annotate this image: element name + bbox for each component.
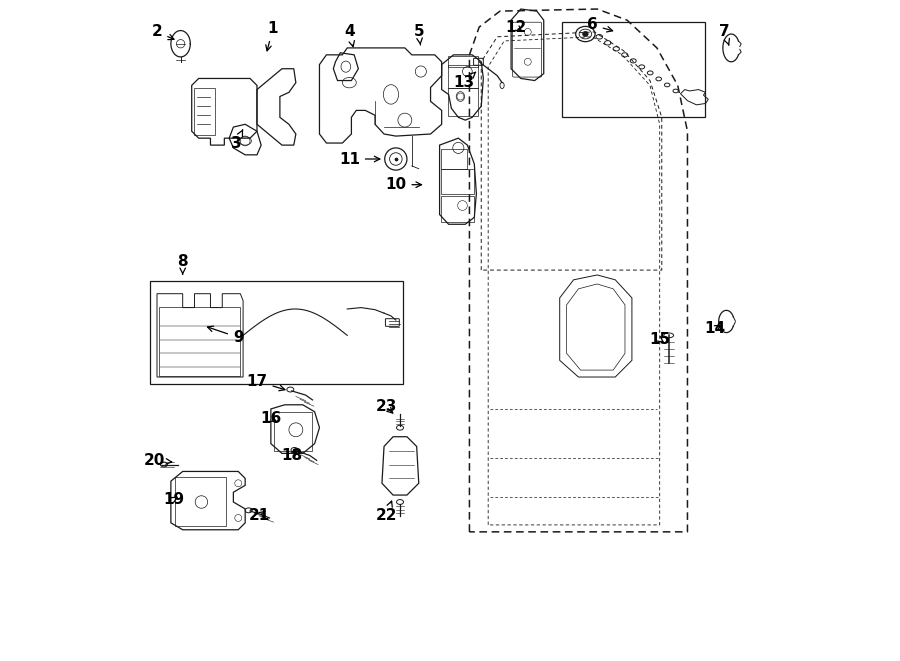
Text: 8: 8 [177,254,188,274]
Text: 3: 3 [230,130,243,151]
Text: 7: 7 [719,24,730,45]
Text: 2: 2 [151,24,174,40]
Text: 21: 21 [248,508,270,524]
Circle shape [582,31,589,37]
Text: 18: 18 [281,448,302,463]
Text: 20: 20 [144,453,172,468]
Text: 5: 5 [413,24,424,45]
Text: 16: 16 [260,411,282,426]
Bar [562,22,705,118]
Text: 11: 11 [338,151,380,167]
Text: 9: 9 [208,326,244,345]
Text: 10: 10 [385,177,421,192]
Text: 14: 14 [705,321,725,336]
Bar [150,281,403,384]
Text: 17: 17 [247,373,285,391]
Text: 15: 15 [649,332,670,347]
Text: 1: 1 [266,21,278,51]
Text: 12: 12 [505,20,526,34]
Text: 23: 23 [375,399,397,414]
Text: 6: 6 [587,17,613,32]
Text: 22: 22 [375,501,397,524]
Text: 19: 19 [163,492,184,507]
Text: 13: 13 [454,72,476,90]
Text: 4: 4 [344,24,355,47]
